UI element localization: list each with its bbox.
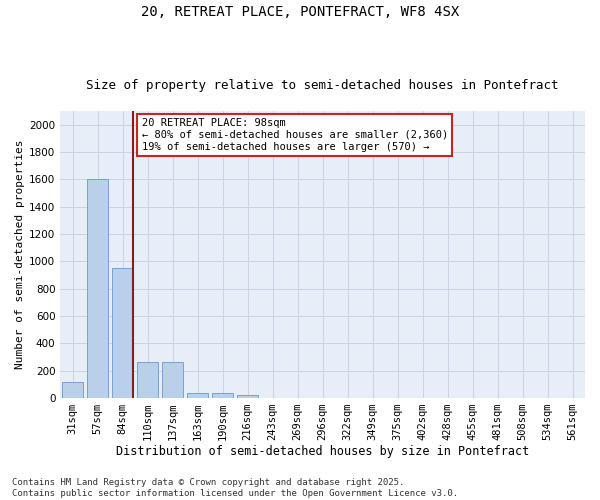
Bar [112, 268, 133, 398]
Bar [187, 392, 208, 398]
Y-axis label: Number of semi-detached properties: Number of semi-detached properties [15, 140, 25, 370]
Text: 20 RETREAT PLACE: 98sqm
← 80% of semi-detached houses are smaller (2,360)
19% of: 20 RETREAT PLACE: 98sqm ← 80% of semi-de… [142, 118, 448, 152]
Bar [137, 362, 158, 398]
X-axis label: Distribution of semi-detached houses by size in Pontefract: Distribution of semi-detached houses by … [116, 444, 529, 458]
Bar [162, 362, 184, 398]
Bar [62, 382, 83, 398]
Bar [212, 393, 233, 398]
Text: 20, RETREAT PLACE, PONTEFRACT, WF8 4SX: 20, RETREAT PLACE, PONTEFRACT, WF8 4SX [141, 5, 459, 19]
Bar [87, 180, 109, 398]
Title: Size of property relative to semi-detached houses in Pontefract: Size of property relative to semi-detach… [86, 79, 559, 92]
Bar [237, 395, 258, 398]
Text: Contains HM Land Registry data © Crown copyright and database right 2025.
Contai: Contains HM Land Registry data © Crown c… [12, 478, 458, 498]
